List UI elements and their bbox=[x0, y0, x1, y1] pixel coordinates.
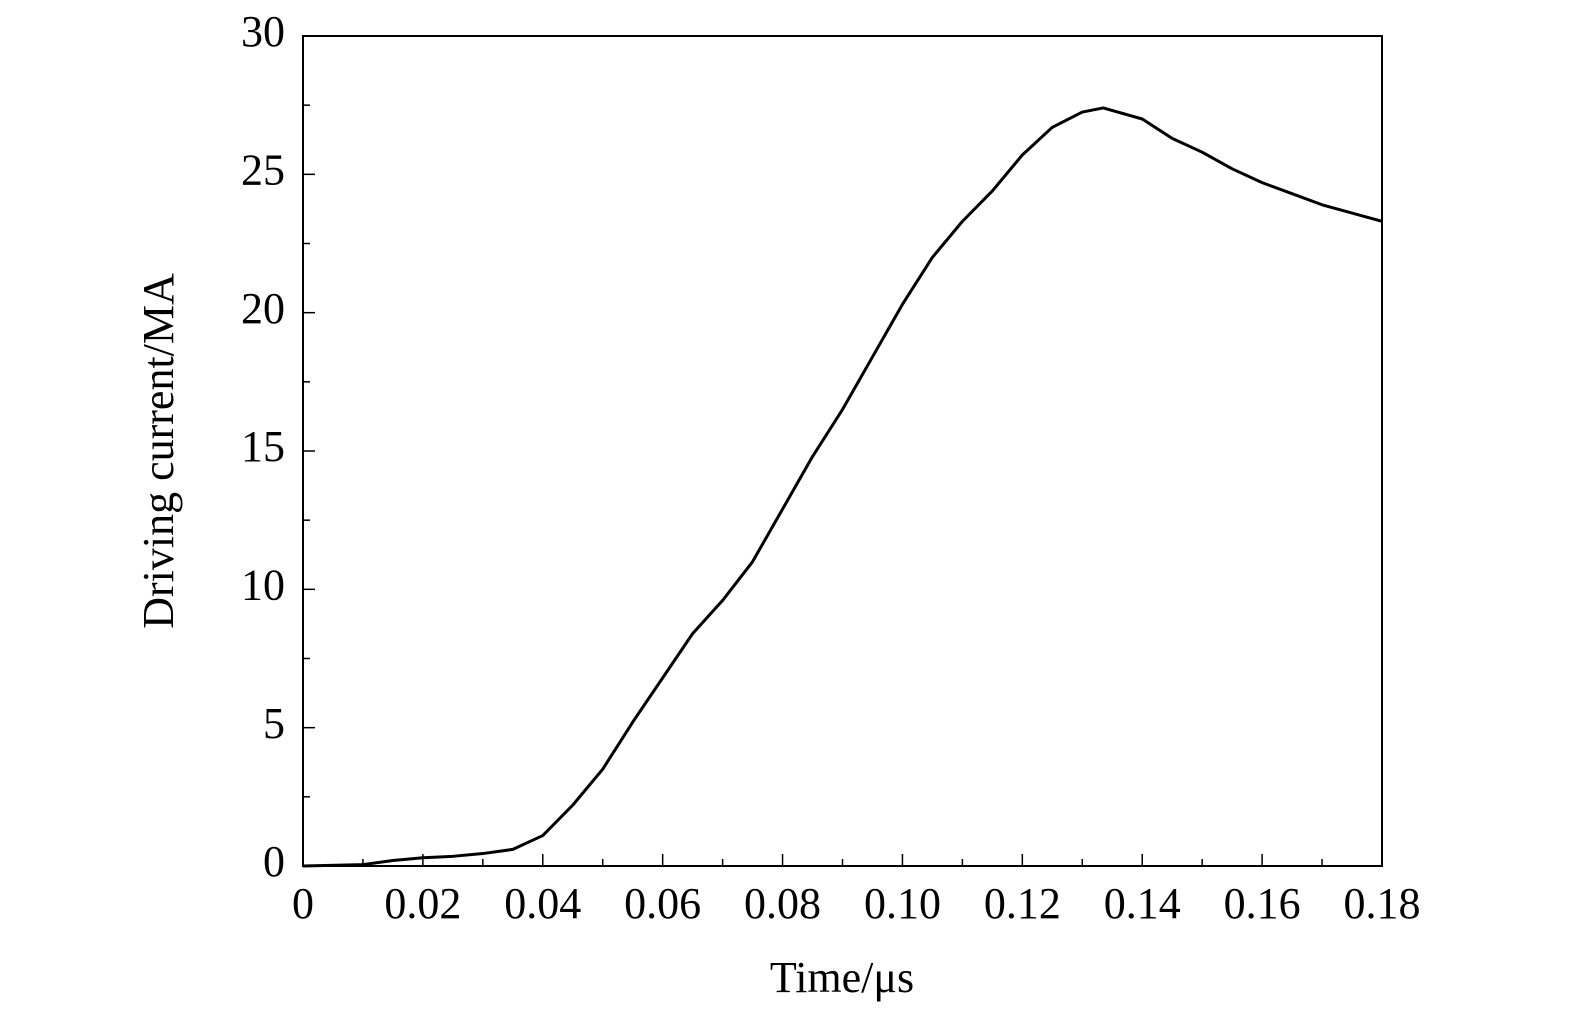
line bbox=[302, 106, 1383, 868]
y-tick-label: 20 bbox=[241, 284, 285, 333]
x-tick-label: 0.02 bbox=[384, 879, 461, 928]
x-tick-label: 0.04 bbox=[504, 879, 581, 928]
x-tick-label: 0.10 bbox=[864, 879, 941, 928]
y-tick-label: 15 bbox=[241, 422, 285, 471]
y-tick-label: 0 bbox=[263, 837, 285, 886]
y-tick-label: 10 bbox=[241, 560, 285, 609]
x-tick-label: 0 bbox=[292, 879, 314, 928]
x-tick-label: 0.06 bbox=[624, 879, 701, 928]
x-tick-label: 0.16 bbox=[1224, 879, 1301, 928]
y-tick-label: 30 bbox=[241, 7, 285, 56]
x-tick-label: 0.18 bbox=[1344, 879, 1421, 928]
y-axis-label: Driving current/MA bbox=[134, 273, 183, 629]
x-tick-label: 0.14 bbox=[1104, 879, 1181, 928]
x-tick-label: 0.12 bbox=[984, 879, 1061, 928]
x-axis-label: Time/μs bbox=[770, 953, 914, 1002]
y-tick-label: 25 bbox=[241, 145, 285, 194]
x-tick-label: 0.08 bbox=[744, 879, 821, 928]
y-tick-label: 5 bbox=[263, 699, 285, 748]
